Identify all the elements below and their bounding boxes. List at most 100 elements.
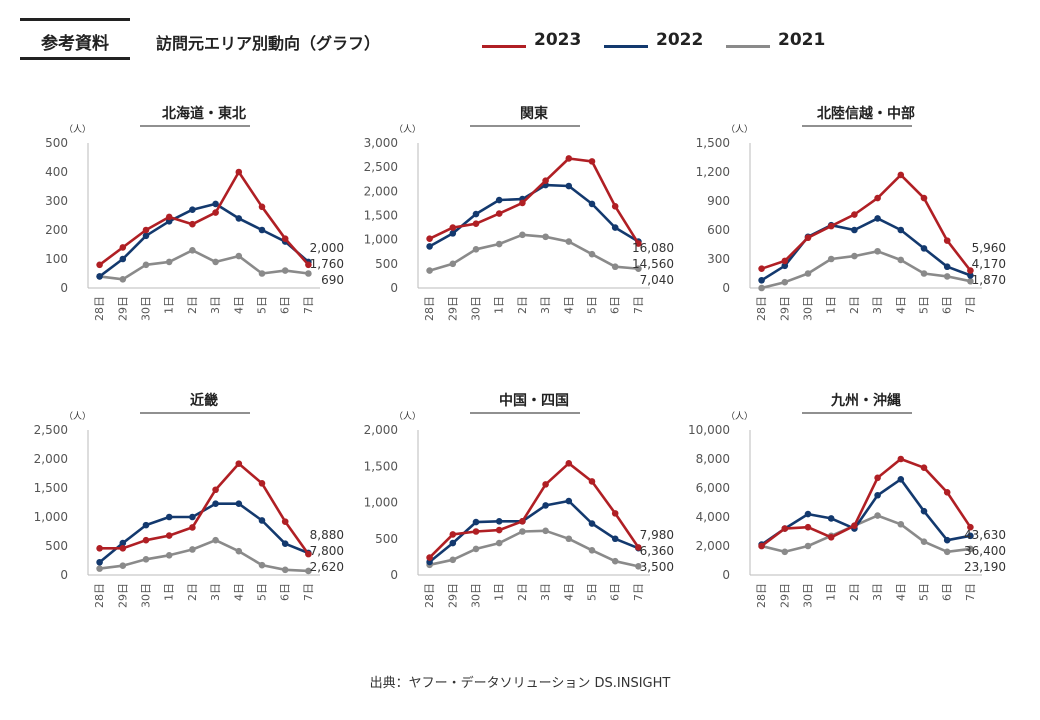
data-point-2023 xyxy=(542,481,549,488)
data-point-2023 xyxy=(611,510,619,517)
data-point-2021 xyxy=(142,261,150,269)
total-label-2023: 2,000 xyxy=(310,241,344,255)
x-tick-label: 7日 xyxy=(632,583,645,601)
x-tick-label: 5日 xyxy=(586,583,599,601)
x-tick-label: 6日 xyxy=(941,296,954,314)
data-point-2023 xyxy=(827,534,835,541)
chart-title: 関東 xyxy=(520,105,548,122)
series-line-2022 xyxy=(760,478,971,546)
data-point-2022 xyxy=(189,206,196,213)
y-tick-label: 1,200 xyxy=(696,165,730,179)
data-point-2022 xyxy=(874,215,881,222)
data-point-2021 xyxy=(781,278,789,286)
data-point-2022 xyxy=(189,513,196,521)
data-point-2022 xyxy=(449,539,457,547)
y-tick-label: 400 xyxy=(45,165,68,179)
series-line-2022 xyxy=(98,502,309,564)
data-point-2023 xyxy=(635,544,642,551)
chart-svg: 近畿 （人） 0 500 1,000 1,500 2,000 2,500 28日 29日 30日 1日… xyxy=(34,392,344,608)
data-point-2023 xyxy=(635,240,642,247)
x-tick-label: 6日 xyxy=(609,583,622,601)
data-point-2022 xyxy=(588,200,596,208)
y-unit-label: （人） xyxy=(726,411,753,422)
data-point-2022 xyxy=(874,491,881,499)
y-tick-label: 2,500 xyxy=(34,423,68,437)
y-tick-label: 10,000 xyxy=(688,423,730,437)
y-tick-label: 500 xyxy=(45,136,68,150)
total-label-2021: 3,500 xyxy=(640,560,674,574)
x-tick-label: 30日 xyxy=(802,296,815,321)
x-tick-label: 30日 xyxy=(470,583,483,608)
y-tick-label: 1,500 xyxy=(364,459,398,473)
legend-label-2023: 2023 xyxy=(534,30,582,50)
data-point-2023 xyxy=(165,213,173,221)
data-point-2023 xyxy=(305,550,312,558)
y-unit-label: （人） xyxy=(726,124,753,135)
data-point-2023 xyxy=(519,518,526,525)
data-point-2021 xyxy=(212,258,219,266)
data-point-2022 xyxy=(920,507,928,515)
data-point-2022 xyxy=(212,200,219,208)
x-tick-label: 3日 xyxy=(871,583,884,601)
data-point-2022 xyxy=(258,517,266,524)
data-point-2022 xyxy=(258,226,266,234)
x-tick-label: 5日 xyxy=(918,583,931,601)
series-line-2021 xyxy=(429,529,639,568)
data-point-2022 xyxy=(472,518,480,526)
data-point-2021 xyxy=(874,247,881,255)
x-tick-label: 29日 xyxy=(446,296,459,321)
x-tick-label: 2日 xyxy=(186,583,199,601)
data-point-2022 xyxy=(119,255,127,263)
series-line-2021 xyxy=(761,514,971,554)
x-tick-label: 7日 xyxy=(302,296,315,314)
x-tick-label: 30日 xyxy=(140,583,153,608)
total-label-2021: 2,620 xyxy=(310,560,344,574)
data-point-2021 xyxy=(235,252,243,260)
x-tick-label: 1日 xyxy=(493,583,506,601)
total-label-2023: 8,880 xyxy=(310,528,344,542)
x-tick-label: 2日 xyxy=(848,296,861,314)
data-point-2023 xyxy=(781,525,789,532)
y-unit-label: （人） xyxy=(64,411,91,422)
data-point-2022 xyxy=(851,226,858,234)
y-tick-label: 2,000 xyxy=(364,184,398,198)
data-point-2023 xyxy=(827,222,835,230)
y-tick-label: 1,500 xyxy=(364,209,398,223)
data-point-2023 xyxy=(281,518,289,525)
data-point-2022 xyxy=(495,518,503,525)
x-tick-label: 30日 xyxy=(140,296,153,321)
data-point-2021 xyxy=(542,527,549,535)
data-point-2021 xyxy=(635,265,642,272)
data-point-2021 xyxy=(519,528,526,535)
data-point-2023 xyxy=(758,265,765,272)
series-line-2023 xyxy=(760,457,972,548)
x-tick-label: 2日 xyxy=(848,583,861,601)
data-point-2022 xyxy=(897,226,905,234)
data-point-2021 xyxy=(920,270,928,277)
series-line-2022 xyxy=(760,217,971,282)
y-tick-label: 0 xyxy=(722,568,730,582)
data-point-2022 xyxy=(943,263,951,271)
data-point-2022 xyxy=(967,532,974,540)
data-point-2022 xyxy=(281,540,289,547)
x-tick-label: 28日 xyxy=(93,583,106,608)
data-point-2022 xyxy=(495,196,503,204)
legend-label-2021: 2021 xyxy=(778,30,826,50)
x-tick-label: 3日 xyxy=(539,296,552,314)
page-title: 訪問元エリア別動向（グラフ） xyxy=(156,34,381,53)
x-tick-label: 28日 xyxy=(423,583,436,608)
data-point-2021 xyxy=(851,252,858,260)
y-unit-label: （人） xyxy=(394,411,421,422)
y-tick-label: 0 xyxy=(390,568,398,582)
total-label-2023: 16,080 xyxy=(632,241,674,255)
chart-chugoku-shikoku: 中国・四国 （人） 0 500 1,000 1,500 2,000 28日 29日 30日 1日 2日… xyxy=(350,385,680,640)
x-tick-label: 6日 xyxy=(609,296,622,314)
y-tick-label: 900 xyxy=(707,194,730,208)
x-tick-label: 4日 xyxy=(562,296,575,314)
data-point-2021 xyxy=(96,565,103,572)
x-tick-label: 29日 xyxy=(778,583,791,608)
data-point-2022 xyxy=(212,500,219,507)
data-point-2022 xyxy=(96,273,103,280)
data-point-2023 xyxy=(212,486,219,494)
data-point-2023 xyxy=(449,224,457,231)
